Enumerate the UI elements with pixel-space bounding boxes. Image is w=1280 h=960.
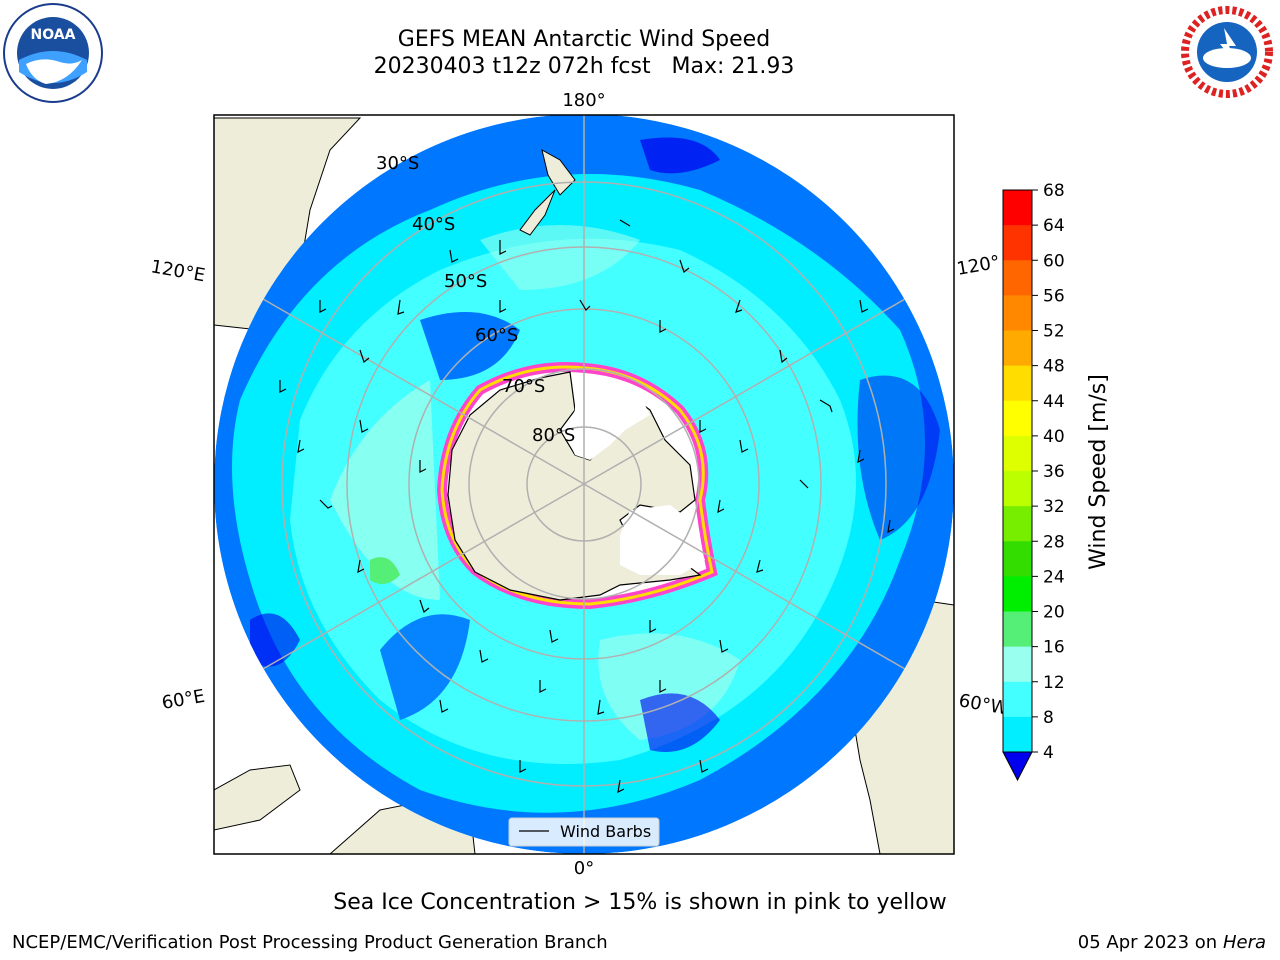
- lat-label-70s: 70°S: [502, 376, 545, 397]
- noaa-logo-text: NOAA: [31, 27, 76, 43]
- chart-title: GEFS MEAN Antarctic Wind Speed: [397, 27, 771, 52]
- colorbar-segment: [1003, 400, 1032, 437]
- lon-label-upper-left: 120°E: [149, 256, 207, 286]
- lat-label-60s: 60°S: [475, 325, 518, 346]
- colorbar-tick-label: 48: [1043, 357, 1065, 377]
- colorbar-tick-label: 52: [1043, 322, 1065, 342]
- legend: Wind Barbs: [508, 817, 660, 847]
- lon-label-lower-right: 60°W: [957, 690, 1010, 719]
- noaa-logo: NOAA: [3, 3, 103, 103]
- footer-date: 05 Apr 2023 on Hera: [1078, 932, 1266, 953]
- footer-date-text: 05 Apr 2023 on: [1077, 932, 1223, 953]
- colorbar-segment: [1003, 506, 1032, 542]
- ice-shelf-weddell: [620, 505, 705, 575]
- colorbar-tick-label: 40: [1043, 427, 1065, 447]
- lat-label-40s: 40°S: [412, 214, 455, 235]
- colorbar-segment: [1003, 681, 1032, 718]
- colorbar-tick-label: 32: [1043, 497, 1065, 517]
- ice-shelf-ross: [565, 378, 650, 460]
- colorbar-tick-label: 4: [1043, 743, 1054, 763]
- colorbar-segment: [1003, 225, 1032, 261]
- lon-label-lower-left: 60°E: [160, 686, 206, 714]
- colorbar-tick-label: 60: [1043, 251, 1065, 271]
- colorbar-tick-label: 8: [1043, 708, 1054, 728]
- legend-label: Wind Barbs: [560, 822, 651, 841]
- colorbar-segment: [1003, 435, 1032, 472]
- footer-credit: NCEP/EMC/Verification Post Processing Pr…: [12, 932, 608, 953]
- colorbar-segment: [1003, 646, 1032, 683]
- colorbar-segment: [1003, 365, 1032, 402]
- lat-label-80s: 80°S: [532, 425, 575, 446]
- colorbar-tick-label: 20: [1043, 603, 1065, 623]
- caption: Sea Ice Concentration > 15% is shown in …: [333, 890, 947, 915]
- colorbar-tick-label: 12: [1043, 673, 1065, 693]
- colorbar-segment: [1003, 260, 1032, 296]
- colorbar-segment: [1003, 541, 1032, 577]
- land-new-zealand: [541, 149, 576, 196]
- colorbar-tick-label: 16: [1043, 638, 1065, 658]
- colorbar-tick-label: 24: [1043, 567, 1065, 587]
- colorbar: 68 64 60 56 52 48 44 40 36 32 28 24 20 16 12 8 4: [1002, 181, 1065, 782]
- colorbar-label: Wind Speed [m/s]: [1086, 374, 1111, 570]
- colorbar-segment: [1003, 716, 1032, 753]
- land-africa: [214, 764, 301, 831]
- colorbar-segment: [1003, 611, 1032, 648]
- colorbar-extend: [1002, 751, 1033, 782]
- footer-machine: Hera: [1222, 932, 1266, 953]
- colorbar-tick-label: 36: [1043, 462, 1065, 482]
- lon-label-upper-right: 120°: [955, 252, 1001, 280]
- chart-subtitle: 20230403 t12z 072h fcst Max: 21.93: [373, 54, 795, 79]
- lon-label-top: 180°: [562, 90, 605, 111]
- colorbar-segment: [1003, 190, 1032, 226]
- colorbar-tick-label: 64: [1043, 216, 1065, 236]
- colorbar-segment: [1003, 576, 1032, 612]
- colorbar-segment: [1003, 295, 1032, 331]
- lon-label-bottom: 0°: [574, 858, 594, 879]
- lat-label-30s: 30°S: [376, 153, 419, 174]
- colorbar-tick-label: 56: [1043, 286, 1065, 306]
- map-frame: [213, 114, 955, 855]
- wind-barbs: [279, 219, 895, 794]
- colorbar-tick-label: 44: [1043, 392, 1065, 412]
- colorbar-tick-label: 68: [1043, 181, 1065, 201]
- colorbar-segment: [1003, 330, 1032, 367]
- nws-logo: [1181, 6, 1273, 98]
- lat-label-50s: 50°S: [444, 271, 487, 292]
- graticule: [214, 115, 954, 854]
- colorbar-segment: [1003, 471, 1032, 507]
- colorbar-tick-label: 28: [1043, 532, 1065, 552]
